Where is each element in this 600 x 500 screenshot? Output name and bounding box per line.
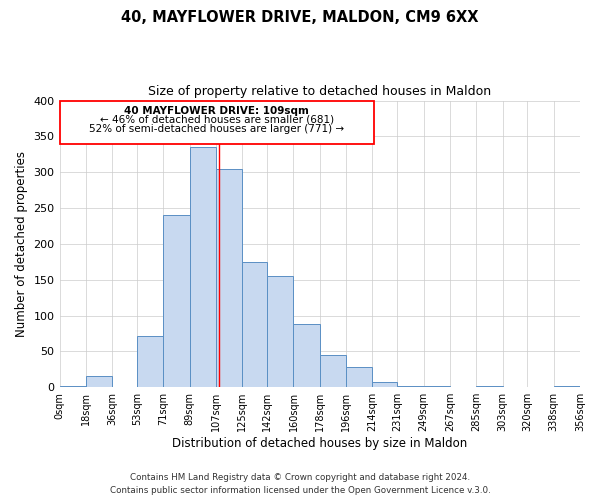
Bar [86,376,112,387]
Bar [373,382,397,387]
Bar [216,168,242,387]
Bar [59,386,86,387]
Text: ← 46% of detached houses are smaller (681): ← 46% of detached houses are smaller (68… [100,114,334,124]
Title: Size of property relative to detached houses in Maldon: Size of property relative to detached ho… [148,85,491,98]
Text: Contains public sector information licensed under the Open Government Licence v.: Contains public sector information licen… [110,486,490,495]
Bar [242,262,267,387]
Bar [163,215,190,387]
Bar [137,336,163,387]
Bar [267,276,293,387]
Text: 52% of semi-detached houses are larger (771) →: 52% of semi-detached houses are larger (… [89,124,344,134]
Bar [424,386,450,387]
Bar [190,147,216,387]
Bar [346,367,373,387]
Bar [293,324,320,387]
Bar [476,386,503,387]
Y-axis label: Number of detached properties: Number of detached properties [15,151,28,337]
FancyBboxPatch shape [59,100,374,144]
Bar [320,355,346,387]
Bar [554,386,580,387]
Text: 40 MAYFLOWER DRIVE: 109sqm: 40 MAYFLOWER DRIVE: 109sqm [124,106,309,116]
Bar [397,386,424,387]
Text: 40, MAYFLOWER DRIVE, MALDON, CM9 6XX: 40, MAYFLOWER DRIVE, MALDON, CM9 6XX [121,10,479,25]
Text: Contains HM Land Registry data © Crown copyright and database right 2024.: Contains HM Land Registry data © Crown c… [130,474,470,482]
X-axis label: Distribution of detached houses by size in Maldon: Distribution of detached houses by size … [172,437,467,450]
